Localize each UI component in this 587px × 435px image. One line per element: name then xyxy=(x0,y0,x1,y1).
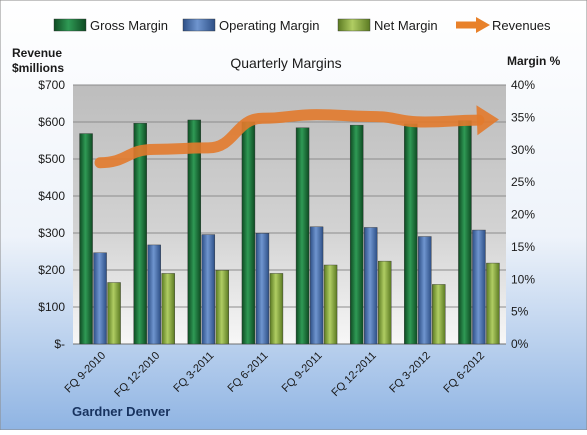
legend-net-margin-label: Net Margin xyxy=(374,18,438,33)
legend-operating-margin-label: Operating Margin xyxy=(219,18,319,33)
operating-margin-bar xyxy=(472,229,486,345)
gross-margin-bar xyxy=(349,124,364,345)
chart-title: Quarterly Margins xyxy=(230,55,341,71)
right-tick-label: 15% xyxy=(511,240,535,254)
operating-margin-bar xyxy=(147,244,161,345)
legend-revenues-arrow xyxy=(476,17,490,33)
net-margin-bar xyxy=(323,264,338,345)
right-tick-label: 25% xyxy=(511,175,535,189)
legend-gross-margin-swatch xyxy=(53,18,87,32)
right-tick-label: 20% xyxy=(511,208,535,222)
left-axis-title-line2: $millions xyxy=(12,61,64,75)
left-tick-label: $600 xyxy=(38,115,65,129)
legend-revenues-label: Revenues xyxy=(492,18,551,33)
legend-gross-margin-label: Gross Margin xyxy=(90,18,168,33)
net-margin-bar xyxy=(215,269,230,345)
revenue-line xyxy=(94,105,499,169)
operating-margin-bar xyxy=(255,233,270,345)
left-tick-label: $500 xyxy=(38,152,65,166)
operating-margin-bar xyxy=(363,227,378,345)
net-margin-bar xyxy=(486,262,500,345)
left-tick-label: $- xyxy=(54,337,65,351)
right-axis-title: Margin % xyxy=(507,54,561,68)
legend: Gross Margin Operating Margin Net Margin Re… xyxy=(53,17,551,33)
gross-margin-bar xyxy=(241,121,256,345)
gross-margin-bar xyxy=(187,119,202,345)
left-tick-label: $300 xyxy=(38,226,65,240)
left-tick-label: $100 xyxy=(38,300,65,314)
right-tick-label: 35% xyxy=(511,110,535,124)
operating-margin-bar xyxy=(201,234,216,345)
right-tick-label: 10% xyxy=(511,272,535,286)
net-margin-bar xyxy=(377,260,392,345)
left-tick-label: $200 xyxy=(38,263,65,277)
operating-margin-bar xyxy=(418,236,432,345)
net-margin-bar xyxy=(269,273,284,345)
revenue-arrowhead xyxy=(476,105,499,136)
right-tick-label: 5% xyxy=(511,305,529,319)
operating-margin-bar xyxy=(309,226,324,345)
right-axis-ticks: 0% 5% 10% 15% 20% 25% 30% 35% 40% xyxy=(511,78,535,351)
net-margin-bar xyxy=(432,284,446,345)
legend-net-margin-swatch xyxy=(337,18,371,32)
left-axis-title-line1: Revenue xyxy=(12,46,62,60)
legend-operating-margin-swatch xyxy=(182,18,216,32)
bars xyxy=(79,119,500,345)
right-tick-label: 30% xyxy=(511,143,535,157)
left-tick-label: $400 xyxy=(38,189,65,203)
gross-margin-bar xyxy=(404,123,418,345)
left-tick-label: $700 xyxy=(38,78,65,92)
gross-margin-bar xyxy=(295,127,310,345)
net-margin-bar xyxy=(161,273,175,345)
gross-margin-bar xyxy=(458,120,472,345)
right-tick-label: 0% xyxy=(511,337,529,351)
footer-label: Gardner Denver xyxy=(72,404,170,419)
operating-margin-bar xyxy=(93,252,107,345)
net-margin-bar xyxy=(107,282,121,345)
left-axis-ticks: $- $100 $200 $300 $400 $500 $600 $700 xyxy=(38,78,65,351)
gross-margin-bar xyxy=(79,133,93,345)
revenue-line-path xyxy=(94,109,485,169)
gross-margin-bar xyxy=(133,123,147,345)
right-tick-label: 40% xyxy=(511,78,535,92)
